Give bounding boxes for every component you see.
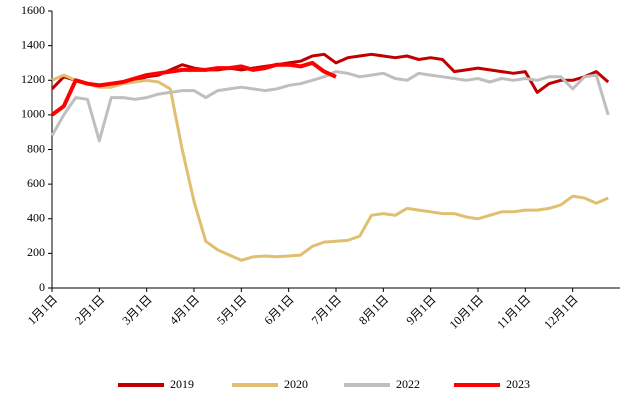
x-tick-label: 4月1日	[167, 292, 202, 327]
y-tick-label: 200	[27, 245, 45, 259]
x-tick-label: 9月1日	[403, 292, 438, 327]
x-tick-label: 3月1日	[119, 292, 154, 327]
y-tick-label: 1200	[21, 72, 45, 86]
x-tick-label: 7月1日	[309, 292, 344, 327]
y-tick-label: 1600	[21, 3, 45, 17]
y-tick-label: 1400	[21, 37, 45, 51]
x-tick-label: 5月1日	[214, 292, 249, 327]
series-line	[51, 73, 609, 262]
series-line	[50, 60, 337, 117]
y-tick-label: 0	[39, 280, 45, 294]
legend-label: 2022	[396, 377, 420, 391]
y-tick-label: 1000	[21, 107, 45, 121]
y-tick-label: 600	[27, 176, 45, 190]
x-tick-label: 6月1日	[261, 292, 296, 327]
x-tick-label: 2月1日	[72, 292, 107, 327]
legend-label: 2019	[170, 377, 194, 391]
x-tick-label: 1月1日	[25, 292, 60, 327]
y-tick-label: 800	[27, 141, 45, 155]
x-tick-label: 10月1日	[446, 292, 486, 332]
x-tick-label: 11月1日	[494, 292, 533, 331]
legend-label: 2020	[284, 377, 308, 391]
x-tick-label: 8月1日	[356, 292, 391, 327]
x-tick-label: 12月1日	[541, 292, 581, 332]
y-tick-label: 400	[27, 211, 45, 225]
legend-label: 2023	[506, 377, 530, 391]
